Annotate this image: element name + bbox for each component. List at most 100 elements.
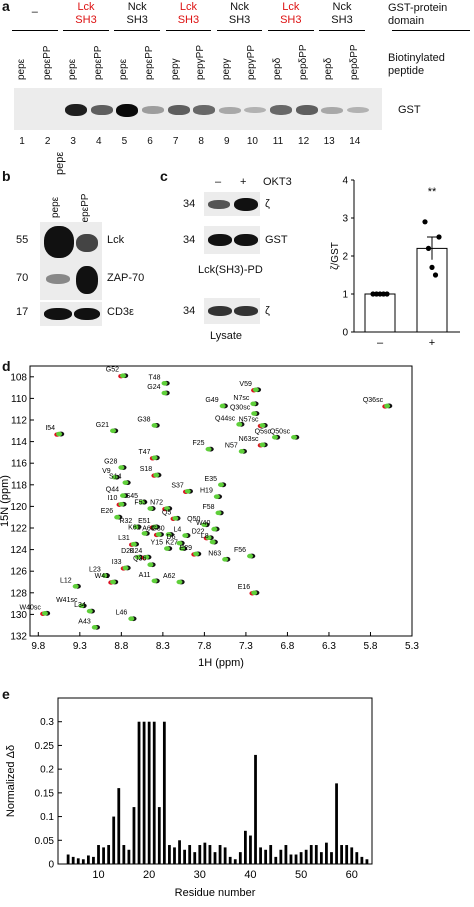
e-bar [71, 856, 75, 864]
nmr-peak: E29 [180, 545, 202, 557]
peptide-label: pepεPP [41, 45, 53, 80]
nmr-peak: L12 [60, 577, 81, 589]
nmr-peak: N57sc [239, 416, 268, 429]
c-blot-gst [204, 226, 260, 254]
e-y-tick-label: 0.1 [40, 812, 54, 823]
nmr-peak-label: E26 [101, 508, 114, 515]
nmr-peak-mid [211, 526, 218, 532]
nmr-peak: F58 [202, 504, 224, 516]
c-cond-minus: – [215, 176, 222, 188]
nmr-peak: F56 [234, 547, 256, 559]
peptide-label: pepγPP [246, 44, 258, 80]
b-col-pepe: pepε [50, 196, 61, 218]
e-bar [223, 847, 227, 864]
nmr-peak-mid [139, 499, 146, 505]
e-bar [183, 849, 187, 864]
domain-header-text: SH3 [280, 14, 302, 26]
nmr-peak-label: L23 [89, 567, 101, 574]
nmr-peak: W40sc [20, 604, 51, 617]
b-blot-lck [40, 222, 102, 260]
e-bar [142, 721, 146, 864]
nmr-peak: D20 [121, 548, 144, 560]
nmr-peak-mid [176, 540, 183, 546]
nmr-y-tick-label: 130 [10, 610, 27, 621]
nmr-peak-mid [184, 488, 191, 494]
e-bar [330, 852, 333, 864]
nmr-peak-mid [205, 535, 212, 541]
nmr-peak-mid [155, 532, 162, 537]
nmr-peak-label: F58 [202, 504, 214, 511]
domain-header-text: SH3 [331, 14, 353, 26]
nmr-peak-label: D22 [192, 529, 205, 536]
domain-header-text: – [31, 6, 38, 18]
e-bar [314, 845, 318, 864]
domain-header-rule [216, 30, 263, 31]
e-bar [97, 845, 100, 864]
nmr-peak-label: N63sc [239, 436, 259, 443]
lane-number: 8 [198, 136, 204, 147]
nmr-peak: D6 [167, 534, 185, 546]
e-bar [81, 859, 85, 864]
nmr-peak-mid [205, 446, 212, 452]
nmr-y-tick-label: 118 [11, 480, 27, 491]
nmr-peak-label: V59 [239, 381, 252, 388]
nmr-peak: E51 [138, 518, 160, 530]
c-significance: ** [428, 186, 437, 198]
nmr-x-tick-label: 7.8 [197, 641, 211, 652]
nmr-peak: L4 [173, 527, 191, 538]
nmr-peak-label: I54 [45, 425, 55, 432]
nmr-peak: I54 [45, 425, 65, 437]
nmr-peak-label: Q5sc [255, 428, 272, 435]
nmr-y-tick-label: 112 [11, 416, 27, 427]
gst-band [270, 105, 292, 115]
nmr-peak: N63 [208, 550, 231, 562]
nmr-peak: G52 [106, 367, 129, 379]
c-treatment: OKT3 [263, 176, 292, 188]
nmr-x-tick-label: 9.3 [73, 641, 87, 652]
e-bar [218, 845, 222, 864]
c-data-point [432, 272, 439, 278]
nmr-peak-mid [247, 553, 254, 559]
gst-domain-label: GST-protein domain [388, 2, 448, 27]
nmr-peak-label: Q36 [133, 556, 146, 563]
c-y-tick-label: 0 [342, 328, 348, 339]
c-data-point [384, 291, 390, 297]
nmr-x-tick-label: 5.3 [405, 641, 419, 652]
nmr-peak: G30 [151, 525, 174, 537]
nmr-peak-label: N7sc [233, 395, 249, 402]
nmr-peak-label: Q44 [106, 487, 119, 494]
e-y-tick-label: 0.3 [40, 717, 54, 728]
nmr-peak-mid [130, 541, 137, 547]
nmr-peak: Q50sc [270, 428, 300, 440]
domain-header-rule [114, 30, 160, 31]
e-bar [345, 845, 349, 864]
nmr-peak-mid [72, 584, 79, 589]
nmr-peak: Q50 [187, 516, 210, 528]
nmr-peak-mid [118, 465, 125, 470]
nmr-peak-mid [141, 531, 148, 536]
peptide-label: pepδ [272, 57, 283, 80]
nmr-peak-mid [172, 515, 179, 521]
nmr-peak-label: G24 [147, 384, 160, 391]
nmr-peak-mid [250, 401, 257, 407]
c-data-point [425, 245, 432, 251]
b-label-zap70: ZAP-70 [107, 272, 145, 284]
e-x-tick-label: 60 [346, 869, 358, 881]
nmr-peak-label: N72 [150, 500, 163, 507]
b-mw-55: 55 [16, 234, 29, 246]
b-label-lck: Lck [107, 234, 125, 246]
c-lysate-label: Lysate [210, 330, 243, 342]
nmr-peak: Q5 [162, 509, 181, 521]
c-mw-1: 34 [183, 198, 196, 210]
domain-header-text: SH3 [75, 14, 97, 26]
nmr-peak-mid [164, 546, 171, 551]
e-bar [102, 847, 105, 864]
e-y-tick-label: 0.15 [35, 788, 55, 799]
e-bar [259, 847, 262, 864]
nmr-y-tick-label: 122 [10, 524, 27, 535]
nmr-peak-label: G38 [137, 416, 150, 423]
nmr-peak: V9 [102, 468, 120, 480]
nmr-peak-mid [151, 423, 158, 428]
domain-header-text: SH3 [126, 14, 148, 26]
lane-number: 4 [96, 136, 102, 147]
